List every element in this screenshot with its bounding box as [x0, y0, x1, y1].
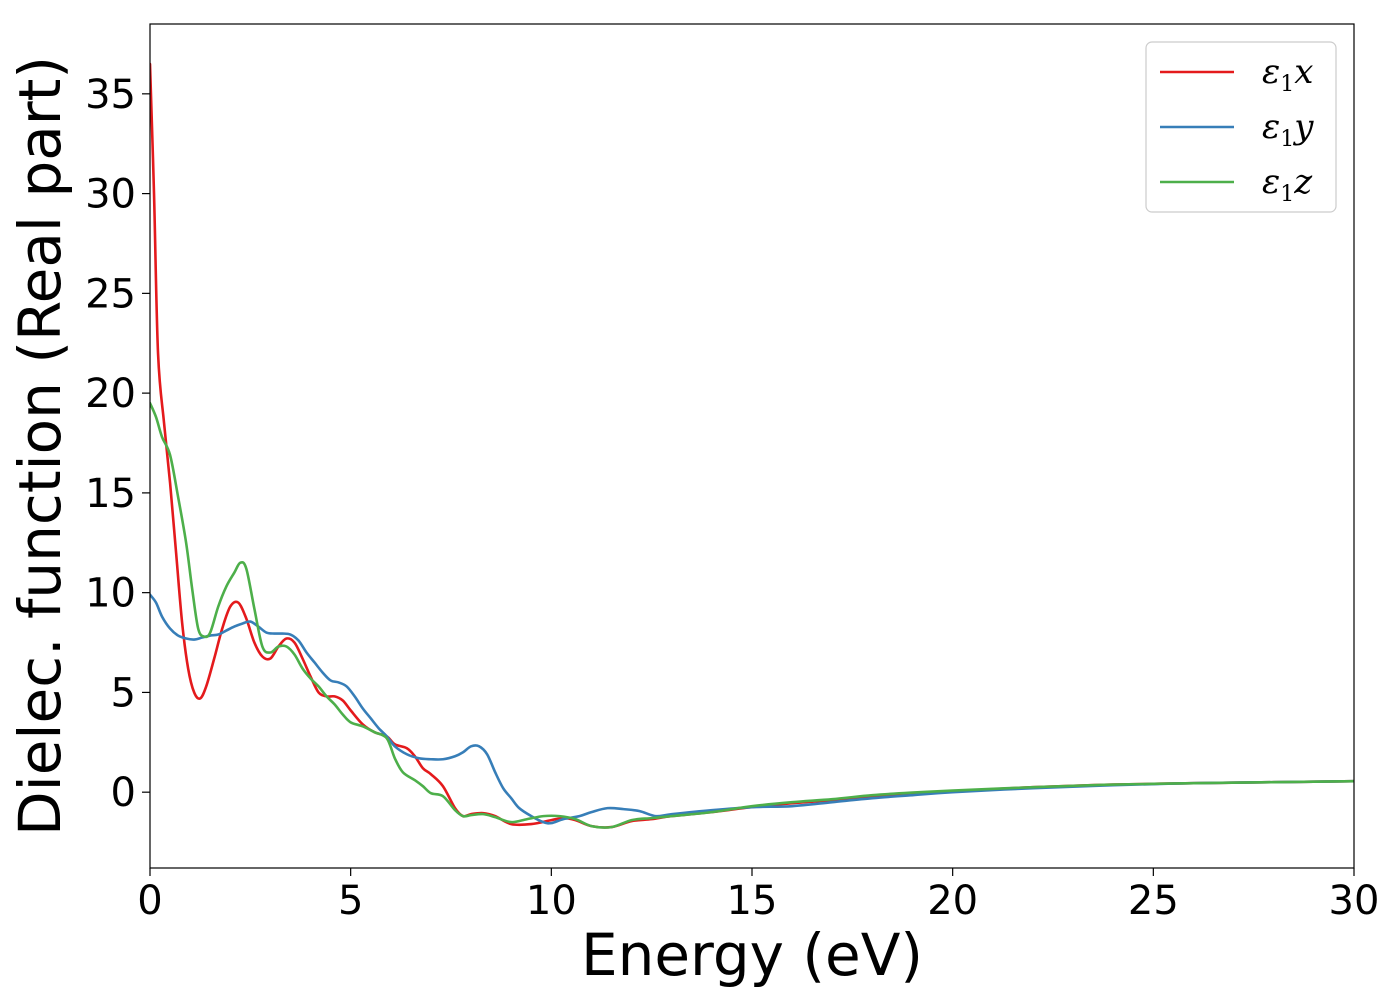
- y-tick-label: 0: [111, 770, 136, 816]
- x-tick-label: 5: [338, 878, 363, 924]
- y-tick-label: 5: [111, 670, 136, 716]
- x-tick-label: 20: [927, 878, 978, 924]
- legend-label-z: ε1z: [1262, 162, 1313, 207]
- y-tick-label: 15: [85, 471, 136, 517]
- y-tick-label: 20: [85, 371, 136, 417]
- legend: ε1x ε1y ε1z: [1145, 41, 1337, 213]
- series-line-z: [150, 401, 1354, 829]
- y-tick-label: 30: [85, 172, 136, 218]
- y-axis-title: Dielec. function (Real part): [6, 56, 74, 836]
- x-tick-label: 10: [526, 878, 577, 924]
- x-tick-label: 25: [1128, 878, 1179, 924]
- legend-box: [1145, 41, 1337, 213]
- y-tick-label: 35: [85, 72, 136, 118]
- x-tick-label: 0: [137, 878, 162, 924]
- y-tick-label: 25: [85, 271, 136, 317]
- series-line-y: [150, 593, 1354, 825]
- x-axis-title: Energy (eV): [581, 921, 923, 989]
- series-layer: [150, 62, 1354, 829]
- y-axis: 0 5 10 15 20 25 30 35: [85, 72, 150, 816]
- x-tick-label: 30: [1329, 878, 1380, 924]
- x-axis: 0 5 10 15 20 25 30: [137, 868, 1379, 924]
- legend-label-y: ε1y: [1262, 107, 1314, 152]
- legend-label-x: ε1x: [1262, 52, 1313, 97]
- y-tick-label: 10: [85, 571, 136, 617]
- x-tick-label: 15: [727, 878, 778, 924]
